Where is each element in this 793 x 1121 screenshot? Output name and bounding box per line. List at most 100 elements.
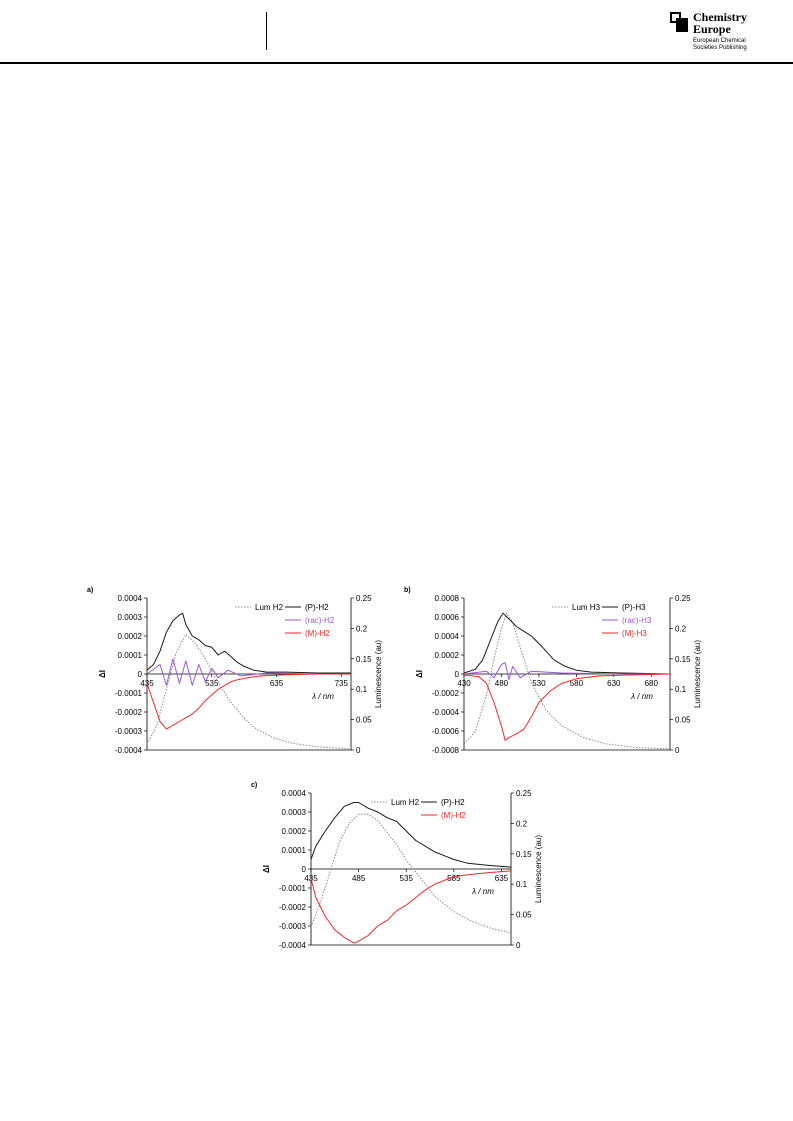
- y-tick-label: 0.0008: [435, 594, 460, 603]
- y-tick-label: 0.0006: [435, 613, 460, 622]
- x-tick-label: 680: [645, 679, 659, 688]
- x-tick-label: 480: [495, 679, 509, 688]
- y-axis-title: ΔI: [415, 670, 424, 678]
- y2-tick-label: 0.1: [516, 880, 528, 889]
- y-tick-label: 0.0003: [282, 808, 307, 817]
- y2-axis-title: Luminescence (au): [374, 640, 383, 708]
- legend-label: (M)-H2: [305, 629, 330, 638]
- y-tick-label: 0: [302, 865, 307, 874]
- y2-tick-label: 0.25: [356, 594, 372, 603]
- series-line-1: [463, 612, 671, 675]
- x-tick-label: 535: [205, 679, 219, 688]
- y-tick-label: -0.0001: [279, 884, 307, 893]
- x-tick-label: 635: [495, 874, 509, 883]
- y-tick-label: 0.0002: [282, 827, 307, 836]
- y2-tick-label: 0: [356, 746, 361, 755]
- series-line-3: [146, 673, 351, 730]
- x-tick-label: 635: [270, 679, 284, 688]
- x-axis-title: λ / nm: [630, 692, 653, 701]
- y2-axis-title: Luminescence (au): [534, 835, 543, 903]
- panel-label: c): [251, 782, 257, 789]
- chemistry-europe-logo-icon: [670, 12, 688, 32]
- series-line-2: [310, 870, 512, 944]
- x-tick-label: 430: [457, 679, 471, 688]
- chart-panel-c: c) 0.0004 0.0003 0.0002 0.0001 0 -0.0001 -0.000…: [251, 782, 543, 950]
- series-line-1: [310, 802, 512, 868]
- y-tick-label: 0.0004: [282, 789, 307, 798]
- y-tick-label: -0.0004: [432, 708, 460, 717]
- legend-label: Lum H2: [255, 603, 284, 612]
- y2-tick-label: 0.2: [356, 624, 368, 633]
- y-tick-label: -0.0008: [432, 746, 460, 755]
- y-tick-label: 0.0001: [282, 846, 307, 855]
- legend-label: (rac)-H3: [622, 616, 652, 625]
- y-tick-label: -0.0004: [279, 941, 307, 950]
- x-tick-label: 535: [400, 874, 414, 883]
- y-tick-label: 0.0004: [118, 594, 143, 603]
- x-axis-title: λ / nm: [311, 692, 334, 701]
- y-tick-label: -0.0006: [432, 727, 460, 736]
- y2-tick-label: 0.2: [675, 624, 687, 633]
- y-tick-label: 0.0002: [118, 632, 143, 641]
- y-tick-label: -0.0001: [115, 689, 143, 698]
- legend-label: (P)-H2: [441, 798, 465, 807]
- y-tick-label: -0.0002: [279, 903, 307, 912]
- y2-tick-label: 0: [675, 746, 680, 755]
- x-tick-label: 735: [335, 679, 349, 688]
- y-tick-label: 0.0004: [435, 632, 460, 641]
- series-line-0: [146, 634, 352, 750]
- y-axis-title: ΔI: [98, 670, 107, 678]
- legend-label: (M)-H3: [622, 629, 647, 638]
- x-tick-label: 485: [352, 874, 366, 883]
- y-tick-label: 0.0003: [118, 613, 143, 622]
- chart-panel-a: a) 0.0004 0.0003 0.0002 0.0001 0 -0.0001 -0.000…: [87, 587, 383, 755]
- y-tick-label: 0.0001: [118, 651, 143, 660]
- y2-tick-label: 0.2: [516, 819, 528, 828]
- y2-tick-label: 0.05: [516, 911, 532, 920]
- x-tick-label: 630: [607, 679, 621, 688]
- chemistry-europe-logo: Chemistry Europe European Chemical Socie…: [670, 10, 780, 54]
- y-tick-label: -0.0002: [115, 708, 143, 717]
- panel-label: a): [87, 587, 93, 594]
- legend-label: Lum H3: [572, 603, 601, 612]
- y2-tick-label: 0.15: [356, 655, 372, 664]
- header-rule: [0, 62, 793, 64]
- y-tick-label: 0.0002: [435, 651, 460, 660]
- y-axis-title: ΔI: [262, 865, 271, 873]
- y2-tick-label: 0.15: [516, 850, 532, 859]
- x-axis-title: λ / nm: [471, 887, 494, 896]
- y2-tick-label: 0: [516, 941, 521, 950]
- series-line-1: [146, 612, 351, 674]
- x-tick-label: 530: [532, 679, 546, 688]
- y-tick-label: -0.0003: [279, 922, 307, 931]
- chart-panel-b: b) 0.0008 0.0006 0.0004 0.0002 0 -0.0002 -0.000…: [404, 587, 702, 755]
- series-line-2: [463, 662, 670, 681]
- y2-tick-label: 0.25: [675, 594, 691, 603]
- legend-label: Lum H2: [391, 798, 420, 807]
- publisher-subtitle: European Chemical Societies Publishing: [693, 38, 747, 51]
- legend-label: (M)-H2: [441, 811, 466, 820]
- legend-label: (P)-H2: [305, 603, 329, 612]
- y2-tick-label: 0.05: [356, 716, 372, 725]
- x-tick-label: 580: [570, 679, 584, 688]
- y2-tick-label: 0.1: [675, 685, 687, 694]
- y-tick-label: -0.0004: [115, 746, 143, 755]
- x-tick-label: 585: [447, 874, 461, 883]
- publisher-name: Chemistry Europe: [693, 10, 747, 36]
- y2-tick-label: 0.25: [516, 789, 532, 798]
- series-line-3: [463, 673, 671, 741]
- y-tick-label: 0: [138, 670, 143, 679]
- y2-tick-label: 0.15: [675, 655, 691, 664]
- series-line-0: [310, 813, 512, 934]
- legend-label: (P)-H3: [622, 603, 646, 612]
- y-tick-label: -0.0002: [432, 689, 460, 698]
- series-line-2: [146, 658, 351, 686]
- y2-tick-label: 0.1: [356, 685, 368, 694]
- header-divider: [266, 12, 267, 50]
- legend-label: (rac)-H2: [305, 616, 335, 625]
- y-tick-label: -0.0003: [115, 727, 143, 736]
- panel-label: b): [404, 587, 411, 594]
- series-line-0: [463, 612, 671, 750]
- y-tick-label: 0: [455, 670, 460, 679]
- y2-axis-title: Luminescence (au): [693, 640, 702, 708]
